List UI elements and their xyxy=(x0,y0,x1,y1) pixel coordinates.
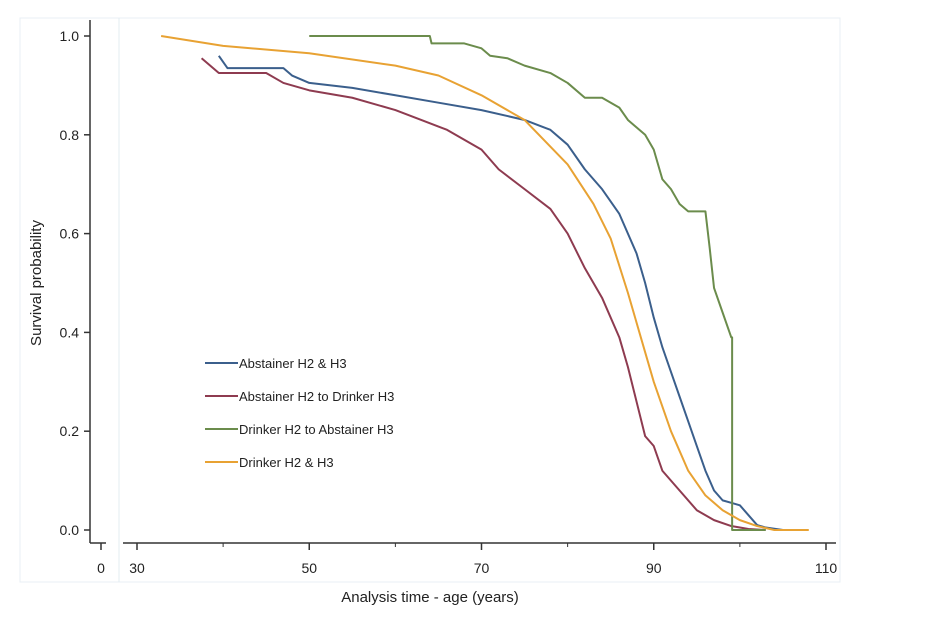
legend-label: Drinker H2 & H3 xyxy=(239,455,334,470)
legend-entry: Drinker H2 & H3 xyxy=(205,455,334,470)
legend-entry: Abstainer H2 to Drinker H3 xyxy=(205,389,394,404)
y-tick-label: 1.0 xyxy=(60,28,80,44)
legend-label: Drinker H2 to Abstainer H3 xyxy=(239,422,394,437)
y-tick-label: 0.4 xyxy=(60,324,80,340)
x-tick-label: 0 xyxy=(97,560,105,576)
x-tick-label: 50 xyxy=(301,560,317,576)
y-tick-label: 0.8 xyxy=(60,127,80,143)
series-line-1 xyxy=(217,55,784,531)
y-axis-title: Survival probability xyxy=(28,220,45,346)
x-tick-label: 110 xyxy=(815,560,838,576)
x-axis-title: Analysis time - age (years) xyxy=(341,589,519,606)
series-line-4 xyxy=(160,35,809,531)
legend-label: Abstainer H2 to Drinker H3 xyxy=(239,389,394,404)
y-tick-label: 0.0 xyxy=(60,522,80,538)
legend-label: Abstainer H2 & H3 xyxy=(239,356,347,371)
legend-entry: Drinker H2 to Abstainer H3 xyxy=(205,422,394,437)
series-line-2 xyxy=(200,57,766,531)
x-tick-label: 30 xyxy=(129,560,145,576)
plot-frame xyxy=(19,17,841,583)
x-tick-label: 70 xyxy=(474,560,490,576)
series-line-3 xyxy=(309,35,766,531)
x-tick-label: 90 xyxy=(646,560,662,576)
y-tick-label: 0.6 xyxy=(60,226,80,242)
y-tick-label: 0.2 xyxy=(60,423,80,439)
legend-entry: Abstainer H2 & H3 xyxy=(205,356,347,371)
